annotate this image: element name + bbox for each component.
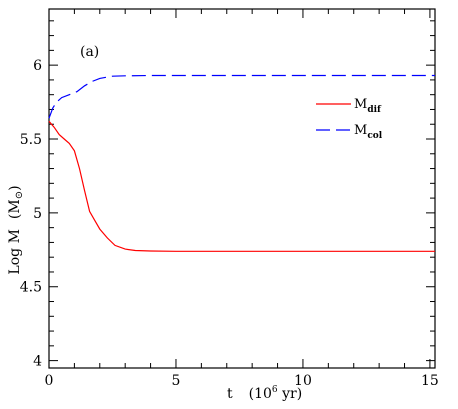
series-lines bbox=[48, 74, 435, 252]
legend: Mdif Mcol bbox=[316, 97, 383, 141]
x-tick-label: 5 bbox=[172, 373, 181, 389]
panel-label: (a) bbox=[80, 44, 99, 60]
x-tick-label: 0 bbox=[45, 373, 54, 389]
legend-label-dif: Mdif bbox=[354, 97, 382, 115]
ticks: 0 5 10 15 4 4.5 5 5.5 6 bbox=[20, 9, 439, 389]
y-tick-label: 5.5 bbox=[20, 132, 42, 148]
x-tick-label: 15 bbox=[421, 373, 439, 389]
plot-area-border bbox=[48, 8, 436, 369]
plot-frame bbox=[48, 8, 436, 369]
legend-label-col: Mcol bbox=[354, 123, 383, 141]
y-tick-label: 6 bbox=[33, 58, 42, 74]
y-tick-label: 4.5 bbox=[20, 280, 42, 296]
y-axis-label: Log M(M⊙) bbox=[7, 185, 25, 274]
x-tick-label: 10 bbox=[294, 373, 312, 389]
series-line-col bbox=[48, 74, 435, 119]
series-line-dif bbox=[48, 120, 435, 252]
x-axis-label: t (106 yr) bbox=[227, 385, 302, 402]
y-tick-label: 4 bbox=[33, 354, 42, 370]
y-tick-label: 5 bbox=[33, 206, 42, 222]
